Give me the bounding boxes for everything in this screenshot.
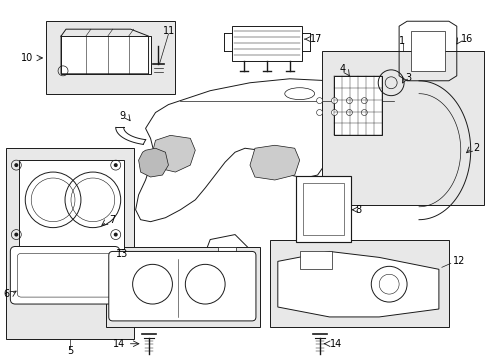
Bar — [19, 160, 123, 249]
Polygon shape — [249, 145, 299, 180]
Text: 2: 2 — [473, 143, 479, 153]
Bar — [334, 76, 382, 135]
Text: 14: 14 — [113, 339, 125, 349]
Text: 1: 1 — [398, 36, 404, 46]
Bar — [299, 251, 331, 269]
Polygon shape — [138, 148, 168, 177]
Circle shape — [361, 98, 366, 104]
Bar — [269, 239, 448, 327]
Text: 12: 12 — [452, 256, 464, 266]
Bar — [105, 247, 260, 327]
Circle shape — [14, 163, 18, 167]
Text: 16: 16 — [460, 34, 472, 44]
Circle shape — [14, 233, 18, 237]
Text: 15: 15 — [228, 282, 241, 292]
FancyBboxPatch shape — [61, 36, 150, 74]
FancyBboxPatch shape — [295, 176, 351, 242]
Text: 9: 9 — [119, 111, 125, 121]
Bar — [302, 183, 344, 235]
Bar — [410, 31, 444, 71]
Circle shape — [316, 109, 322, 116]
Circle shape — [316, 98, 322, 104]
Bar — [218, 247, 236, 262]
Circle shape — [331, 98, 337, 104]
Polygon shape — [135, 79, 393, 222]
Bar — [232, 26, 301, 61]
Circle shape — [114, 233, 118, 237]
Text: 3: 3 — [404, 73, 410, 83]
FancyBboxPatch shape — [17, 253, 113, 297]
Circle shape — [346, 98, 352, 104]
Bar — [46, 21, 175, 94]
Circle shape — [114, 163, 118, 167]
Text: 11: 11 — [162, 26, 174, 36]
Circle shape — [346, 109, 352, 116]
Polygon shape — [205, 235, 247, 277]
Text: 8: 8 — [355, 205, 361, 215]
Text: 6: 6 — [3, 289, 9, 299]
Text: 13: 13 — [116, 249, 128, 260]
Bar — [321, 51, 483, 205]
Text: 5: 5 — [67, 346, 73, 356]
Text: 17: 17 — [309, 34, 321, 44]
Text: 14: 14 — [329, 339, 341, 349]
FancyBboxPatch shape — [10, 247, 120, 304]
Text: 7: 7 — [108, 215, 115, 225]
Polygon shape — [277, 251, 438, 317]
Polygon shape — [150, 135, 195, 172]
FancyBboxPatch shape — [108, 251, 255, 321]
Text: 4: 4 — [339, 64, 345, 74]
Bar — [6, 148, 133, 339]
Circle shape — [361, 109, 366, 116]
Circle shape — [331, 109, 337, 116]
Text: 10: 10 — [21, 53, 33, 63]
